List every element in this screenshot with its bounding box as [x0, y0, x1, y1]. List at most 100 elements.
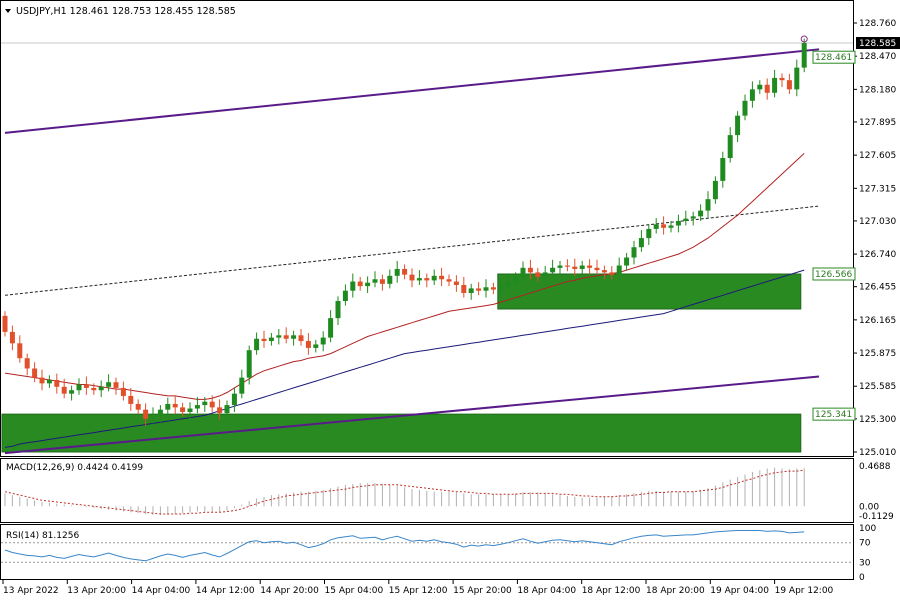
candle-body — [83, 384, 89, 388]
candle-body — [276, 335, 282, 338]
price-level-tag-text: 128.461 — [815, 53, 852, 63]
candle-body — [757, 84, 763, 90]
candle-body — [653, 224, 659, 229]
candle-body — [254, 338, 260, 351]
candle-body — [365, 282, 371, 287]
candle-body — [690, 216, 696, 219]
candle-body — [387, 275, 393, 284]
candle-body — [498, 286, 504, 290]
time-tick-label: 18 Apr 20:00 — [646, 586, 705, 596]
price-tick-label: 126.165 — [859, 316, 896, 326]
candle-body — [261, 338, 267, 342]
candle-body — [291, 335, 297, 339]
time-tick-label: 15 Apr 04:00 — [325, 586, 384, 596]
candle-body — [209, 401, 215, 408]
candle-body — [668, 225, 674, 228]
candle-body — [283, 335, 289, 339]
candle-body — [616, 265, 622, 275]
candle-body — [439, 275, 445, 280]
candle-body — [468, 288, 474, 293]
candle-body — [172, 403, 178, 408]
candle-body — [76, 384, 82, 391]
trendline-1 — [4, 48, 820, 134]
candle-body — [631, 247, 637, 258]
moving-average-1 — [4, 153, 805, 400]
price-tick-label: 125.300 — [859, 415, 896, 425]
trendline-2 — [4, 375, 820, 455]
candle-body — [609, 272, 615, 275]
candle-body — [520, 267, 526, 277]
candle-body — [298, 335, 304, 342]
candle-body — [424, 278, 430, 281]
candle-body — [446, 279, 452, 282]
candle-body — [527, 267, 533, 273]
time-tick-label: 19 Apr 04:00 — [710, 586, 769, 596]
time-tick-label: 14 Apr 12:00 — [196, 586, 255, 596]
candle-body — [54, 379, 60, 387]
candle-body — [180, 407, 186, 412]
candle-body — [120, 387, 126, 396]
candle-body — [587, 265, 593, 268]
candle-body — [542, 272, 548, 277]
price-level-tag — [812, 407, 856, 421]
price-level-tag — [812, 267, 856, 281]
candle-body — [165, 403, 171, 410]
price-tick-label: 126.740 — [859, 250, 896, 260]
candle-body — [194, 405, 200, 409]
price-tick-label: 127.895 — [859, 118, 896, 128]
candle-body — [187, 408, 193, 412]
time-tick-label: 15 Apr 12:00 — [389, 586, 448, 596]
candle-body — [557, 265, 563, 268]
macd-tick-label: -0.1129 — [859, 512, 894, 522]
candle-body — [24, 358, 30, 369]
candle-body — [135, 403, 141, 410]
candle-body — [157, 409, 163, 416]
candle-body — [453, 281, 459, 285]
candle-body — [9, 331, 15, 344]
candle-body — [742, 100, 748, 116]
candle-body — [46, 379, 52, 384]
candle-body — [705, 199, 711, 211]
candle-body — [69, 390, 75, 394]
candle-body — [402, 268, 408, 275]
rsi-tick-label: 30 — [859, 558, 871, 568]
dropdown-arrow-icon[interactable] — [5, 9, 11, 13]
time-tick-label: 18 Apr 04:00 — [517, 586, 576, 596]
candle-body — [505, 282, 511, 287]
rsi-tick-label: 0 — [859, 573, 865, 583]
support-zone-2 — [497, 273, 802, 310]
price-tick-label: 126.455 — [859, 283, 896, 293]
macd-panel — [0, 458, 854, 523]
rsi-panel — [0, 524, 854, 580]
candle-body — [106, 382, 112, 387]
candle-body — [535, 272, 541, 277]
candle-body — [786, 80, 792, 90]
candle-body — [712, 180, 718, 200]
time-tick-label: 14 Apr 20:00 — [260, 586, 319, 596]
candle-body — [32, 368, 38, 378]
candle-body — [683, 218, 689, 221]
candle-body — [698, 210, 704, 217]
candle-body — [661, 224, 667, 228]
candle-body — [98, 386, 104, 391]
candle-body — [801, 43, 807, 68]
candle-body — [39, 377, 45, 384]
candle-body — [720, 157, 726, 181]
candle-body — [320, 337, 326, 345]
rsi-label: RSI(14) 81.1256 — [6, 531, 79, 541]
candle-body — [572, 266, 578, 269]
candle-body — [350, 281, 356, 291]
candle-body — [550, 267, 556, 273]
macd-tick-label: 0.4688 — [859, 462, 891, 472]
current-price-tag-text: 128.585 — [859, 39, 896, 49]
candle-body — [372, 279, 378, 283]
candle-body — [409, 274, 415, 281]
alert-marker-icon — [800, 35, 808, 43]
candle-body — [328, 318, 334, 338]
price-tick-label: 125.585 — [859, 382, 896, 392]
price-level-tag-text: 126.566 — [815, 270, 852, 280]
price-tick-label: 127.315 — [859, 184, 896, 194]
candle-body — [335, 300, 341, 319]
candle-body — [624, 257, 630, 266]
